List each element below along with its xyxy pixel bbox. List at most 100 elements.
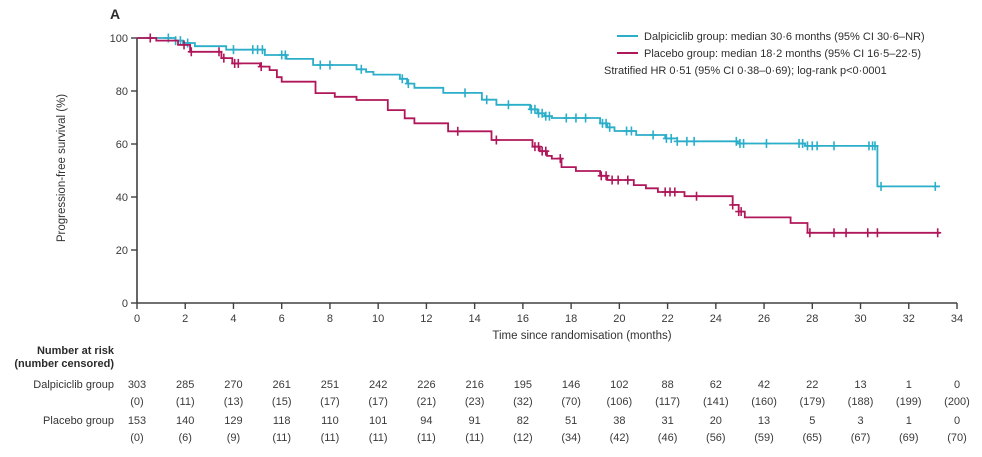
risk-cell: 13 <box>757 415 771 427</box>
risk-cell: 38 <box>613 415 626 427</box>
risk-cell: (23) <box>464 396 485 408</box>
risk-cell: 3 <box>857 415 864 427</box>
risk-cell: (69) <box>898 432 919 444</box>
risk-cell: 88 <box>661 379 674 391</box>
risk-cell: (106) <box>606 396 633 408</box>
risk-cell: 1 <box>905 379 912 391</box>
risk-cell: 140 <box>176 415 195 427</box>
risk-cell: (6) <box>178 432 192 444</box>
y-tick-label: 0 <box>122 298 128 310</box>
risk-cell: (56) <box>706 432 726 444</box>
x-tick-label: 16 <box>517 313 529 325</box>
risk-cell: (15) <box>271 396 292 408</box>
x-tick-label: 32 <box>903 313 915 325</box>
risk-cell: 22 <box>806 379 819 391</box>
x-tick-label: 6 <box>279 313 285 325</box>
x-tick-label: 24 <box>710 313 722 325</box>
risk-cell: (59) <box>754 432 774 444</box>
x-tick-label: 18 <box>565 313 577 325</box>
risk-cell: 0 <box>953 415 961 427</box>
risk-cell: 20 <box>709 415 722 427</box>
risk-cell: (11) <box>272 432 292 444</box>
risk-table-header: Number at risk <box>36 345 114 357</box>
km-curve-dalpiciclib-group <box>137 37 941 188</box>
y-tick-label: 60 <box>116 139 128 151</box>
risk-row-label-dalpiciclib: Dalpiciclib group <box>33 379 114 391</box>
x-tick-label: 34 <box>951 313 963 325</box>
risk-cell: 42 <box>757 379 771 391</box>
x-tick-label: 2 <box>182 313 188 325</box>
x-tick-label: 8 <box>327 313 333 325</box>
y-tick-label: 100 <box>110 33 128 45</box>
risk-cell: 285 <box>176 379 195 391</box>
risk-cell: (70) <box>561 396 581 408</box>
risk-cell: (0) <box>130 432 144 444</box>
risk-cell: (188) <box>847 396 874 408</box>
risk-cell: (9) <box>226 432 241 444</box>
panel-label: A <box>110 6 121 22</box>
risk-cell: 13 <box>854 379 867 391</box>
risk-cell: (13) <box>223 396 244 408</box>
risk-cell: 1 <box>905 415 912 427</box>
risk-cell: 251 <box>320 379 340 391</box>
x-tick-label: 10 <box>372 313 384 325</box>
y-tick-label: 80 <box>116 86 128 98</box>
risk-cell: (11) <box>175 396 195 408</box>
risk-cell: 31 <box>661 415 674 427</box>
risk-cell: 102 <box>610 379 629 391</box>
risk-cell: (160) <box>751 396 777 408</box>
x-axis-title: Time since randomisation (months) <box>492 330 672 342</box>
risk-cell: (11) <box>417 432 436 444</box>
risk-cell: (0) <box>130 396 144 408</box>
risk-cell: (199) <box>895 396 922 408</box>
x-tick-label: 26 <box>758 313 770 325</box>
x-tick-label: 14 <box>469 313 481 325</box>
risk-cell: (200) <box>944 396 970 408</box>
dalpiciclib-line-swatch <box>617 35 638 37</box>
risk-cell: 129 <box>224 415 243 427</box>
legend-text-dalpiciclib: Dalpiciclib group: median 30·6 months (9… <box>644 31 925 43</box>
risk-cell: 153 <box>127 415 147 427</box>
x-tick-label: 20 <box>613 313 625 325</box>
risk-table-subheader: (number censored) <box>14 358 114 370</box>
x-tick-label: 4 <box>230 313 236 325</box>
x-tick-label: 28 <box>806 313 818 325</box>
risk-cell: (17) <box>320 396 340 408</box>
risk-cell: 91 <box>468 415 481 427</box>
risk-cell: 261 <box>272 379 291 391</box>
risk-cell: (117) <box>655 396 681 408</box>
risk-cell: 110 <box>321 415 339 427</box>
risk-cell: 303 <box>127 379 147 391</box>
legend-text-placebo: Placebo group: median 18·2 months (95% C… <box>644 48 921 60</box>
risk-cell: (34) <box>561 432 581 444</box>
risk-cell: 216 <box>465 379 484 391</box>
legend-stratified-hr: Stratified HR 0·51 (95% CI 0·38–0·69); l… <box>604 65 887 77</box>
risk-cell: (179) <box>799 396 826 408</box>
risk-cell: 118 <box>272 415 291 427</box>
risk-cell: (11) <box>320 432 340 444</box>
risk-cell: (12) <box>513 432 533 444</box>
risk-cell: 82 <box>516 415 529 427</box>
risk-cell: 0 <box>953 379 961 391</box>
risk-cell: 195 <box>513 379 533 391</box>
risk-cell: 51 <box>564 415 578 427</box>
risk-cell: (67) <box>850 432 871 444</box>
y-axis-title: Progression-free survival (%) <box>56 93 68 243</box>
x-tick-label: 12 <box>420 313 432 325</box>
risk-row-label-placebo: Placebo group <box>43 415 114 427</box>
placebo-line-swatch <box>617 52 638 54</box>
risk-cell: 226 <box>417 379 436 391</box>
risk-cell: (65) <box>802 432 823 444</box>
risk-cell: (141) <box>702 396 729 408</box>
risk-cell: 270 <box>224 379 243 391</box>
risk-cell: 242 <box>368 379 388 391</box>
risk-cell: 5 <box>809 415 816 427</box>
risk-cell: 62 <box>709 379 722 391</box>
risk-cell: (17) <box>368 396 388 408</box>
risk-cell: (46) <box>657 432 678 444</box>
km-curve-placebo-group <box>137 37 941 234</box>
risk-cell: 94 <box>420 415 433 427</box>
risk-cell: (11) <box>465 432 485 444</box>
